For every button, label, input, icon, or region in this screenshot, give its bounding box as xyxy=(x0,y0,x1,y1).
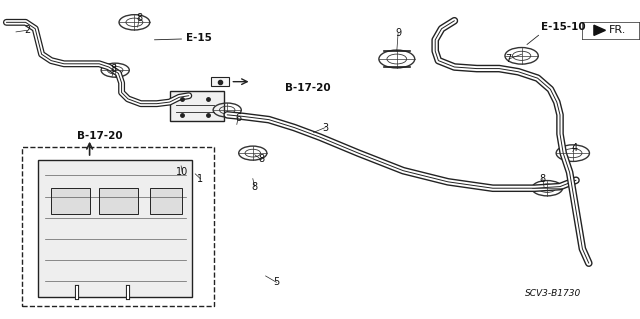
Bar xyxy=(170,91,224,121)
Text: 7: 7 xyxy=(506,54,512,64)
Text: B-17-20: B-17-20 xyxy=(77,130,122,141)
Text: E-15-10: E-15-10 xyxy=(541,22,586,32)
Text: 8: 8 xyxy=(252,182,258,192)
Bar xyxy=(51,188,90,214)
Bar xyxy=(22,147,214,306)
Text: FR.: FR. xyxy=(609,25,627,35)
Text: 5: 5 xyxy=(273,277,280,287)
Text: 3: 3 xyxy=(322,122,328,133)
FancyArrow shape xyxy=(594,25,605,35)
Text: 6: 6 xyxy=(235,113,241,123)
Text: 1: 1 xyxy=(197,174,204,184)
Text: 10: 10 xyxy=(176,167,189,177)
Text: 2: 2 xyxy=(24,25,30,35)
Bar xyxy=(99,188,138,214)
Text: 4: 4 xyxy=(572,143,578,153)
Text: 8: 8 xyxy=(136,12,143,23)
Bar xyxy=(38,160,192,297)
Text: 8: 8 xyxy=(258,154,264,165)
Text: 8: 8 xyxy=(111,63,117,74)
Text: E-15: E-15 xyxy=(186,33,211,43)
Text: SCV3-B1730: SCV3-B1730 xyxy=(525,289,581,298)
Text: 9: 9 xyxy=(395,28,401,39)
Bar xyxy=(211,77,229,86)
Text: B-17-20: B-17-20 xyxy=(285,83,330,93)
Bar xyxy=(150,188,182,214)
Text: 8: 8 xyxy=(540,174,546,184)
